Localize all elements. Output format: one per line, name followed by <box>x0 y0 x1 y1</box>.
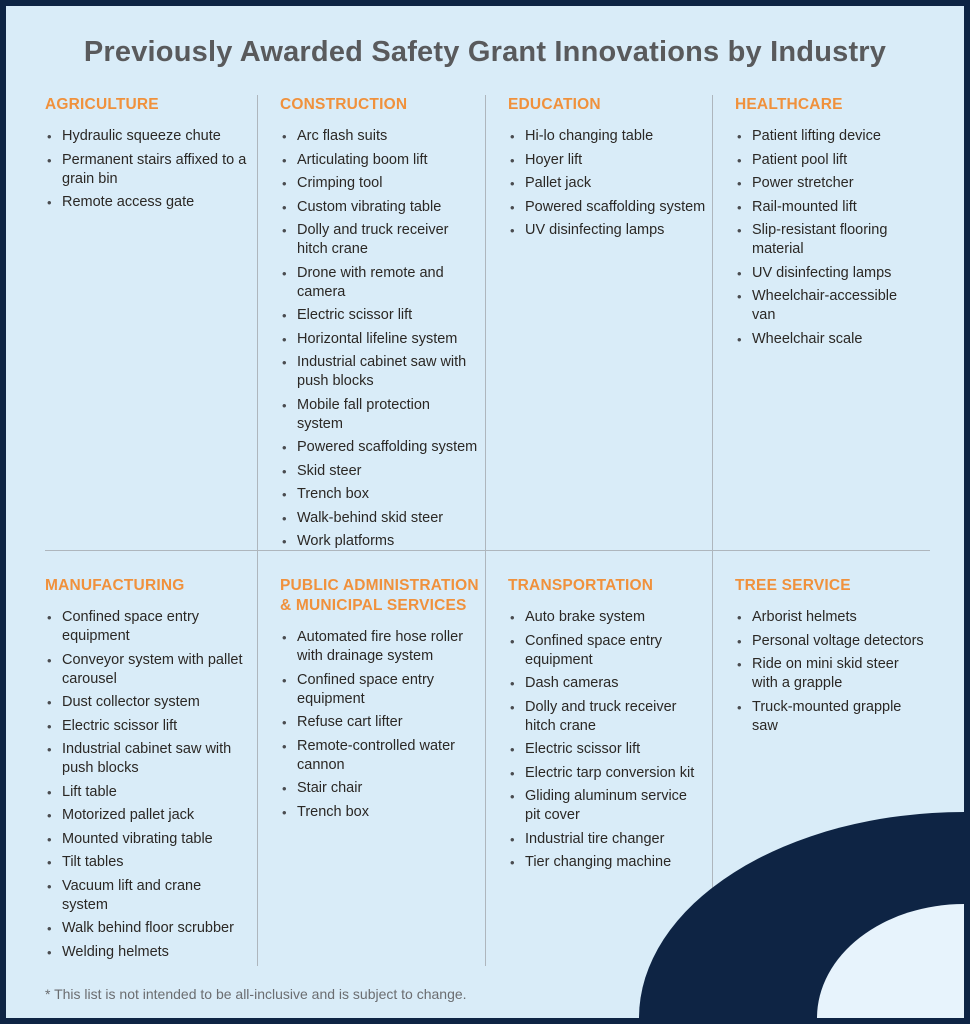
section-heading: PUBLIC ADMINISTRATION & MUNICIPAL SERVIC… <box>280 577 479 614</box>
grant-item: Tier changing machine <box>508 853 706 872</box>
grant-item: Pallet jack <box>508 174 706 193</box>
grant-item: Mobile fall protection system <box>280 396 479 434</box>
grant-item: Patient lifting device <box>735 127 924 146</box>
grant-item: Trench box <box>280 485 479 504</box>
grant-item: Remote access gate <box>45 193 251 212</box>
grant-item: Refuse cart lifter <box>280 713 479 732</box>
section-education: EDUCATION Hi-lo changing table Hoyer lift… <box>486 95 713 551</box>
grant-item: Auto brake system <box>508 608 706 627</box>
grant-item: Personal voltage detectors <box>735 632 924 651</box>
grant-item: Drone with remote and camera <box>280 264 479 302</box>
industry-sections-grid: AGRICULTURE Hydraulic squeeze chute Perma… <box>45 95 964 966</box>
section-heading: AGRICULTURE <box>45 96 159 113</box>
grant-item: Dolly and truck receiver hitch crane <box>280 221 479 259</box>
page-title: Previously Awarded Safety Grant Innovati… <box>83 36 887 68</box>
grant-item: Hydraulic squeeze chute <box>45 127 251 146</box>
grant-item: Arc flash suits <box>280 127 479 146</box>
grant-item: Mounted vibrating table <box>45 830 251 849</box>
grant-item: Walk behind floor scrubber <box>45 919 251 938</box>
grant-item: Electric scissor lift <box>280 306 479 325</box>
grant-item: Stair chair <box>280 779 479 798</box>
grant-item: Dash cameras <box>508 674 706 693</box>
grant-item: Tilt tables <box>45 853 251 872</box>
grant-item: Powered scaffolding system <box>508 198 706 217</box>
grant-items-list: Arborist helmets Personal voltage detecto… <box>735 608 924 736</box>
section-public-administration: PUBLIC ADMINISTRATION & MUNICIPAL SERVIC… <box>258 551 486 966</box>
grant-item: Arborist helmets <box>735 608 924 627</box>
grant-item: Patient pool lift <box>735 151 924 170</box>
section-healthcare: HEALTHCARE Patient lifting devicePatient… <box>713 95 930 551</box>
grant-item: Wheelchair-accessible van <box>735 287 924 325</box>
grant-item: Dolly and truck receiver hitch crane <box>508 698 706 736</box>
section-transportation: TRANSPORTATION Auto brake system Confined… <box>486 551 713 966</box>
grant-item: Crimping tool <box>280 174 479 193</box>
grant-item: Hi-lo changing table <box>508 127 706 146</box>
grant-item: UV disinfecting lamps <box>508 221 706 240</box>
grant-item: Electric scissor lift <box>45 717 251 736</box>
section-tree-service: TREE SERVICE Arborist helmets Personal vo… <box>713 551 930 966</box>
grant-item: Wheelchair scale <box>735 330 924 349</box>
grant-item: Vacuum lift and crane system <box>45 877 251 915</box>
grant-item: Custom vibrating table <box>280 198 479 217</box>
grant-item: Gliding aluminum service pit cover <box>508 787 706 825</box>
section-manufacturing: MANUFACTURING Confined space entry equip… <box>45 551 258 966</box>
grant-item: Walk-behind skid steer <box>280 509 479 528</box>
grant-item: Power stretcher <box>735 174 924 193</box>
grant-item: Hoyer lift <box>508 151 706 170</box>
grant-items-list: Arc flash suits Articulating boom lift Cri… <box>280 127 479 551</box>
grant-items-list: Hi-lo changing table Hoyer lift Pallet jac… <box>508 127 706 240</box>
grant-item: Conveyor system with pallet carousel <box>45 651 251 689</box>
grant-items-list: Confined space entry equipment Conveyor s… <box>45 608 251 962</box>
grant-item: Horizontal lifeline system <box>280 330 479 349</box>
section-agriculture: AGRICULTURE Hydraulic squeeze chute Perma… <box>45 95 258 551</box>
grant-item: Motorized pallet jack <box>45 806 251 825</box>
grant-item: Skid steer <box>280 462 479 481</box>
section-construction: CONSTRUCTION Arc flash suits Articulating… <box>258 95 486 551</box>
grant-item: Confined space entry equipment <box>45 608 251 646</box>
grant-item: Slip-resistant flooring material <box>735 221 924 259</box>
section-heading: HEALTHCARE <box>735 96 843 113</box>
section-heading: TREE SERVICE <box>735 577 851 594</box>
grant-item: Rail-mounted lift <box>735 198 924 217</box>
grant-item: Powered scaffolding system <box>280 438 479 457</box>
grant-item: UV disinfecting lamps <box>735 264 924 283</box>
grant-item: Remote-controlled water cannon <box>280 737 479 775</box>
grant-item: Industrial tire changer <box>508 830 706 849</box>
footnote: * This list is not intended to be all-in… <box>45 986 467 1002</box>
grant-item: Lift table <box>45 783 251 802</box>
grant-item: Ride on mini skid steer with a grapple <box>735 655 924 693</box>
grant-item: Dust collector system <box>45 693 251 712</box>
grant-item: Welding helmets <box>45 943 251 962</box>
grant-item: Electric tarp conversion kit <box>508 764 706 783</box>
grant-item: Confined space entry equipment <box>508 632 706 670</box>
grant-item: Articulating boom lift <box>280 151 479 170</box>
grant-item: Truck-mounted grapple saw <box>735 698 924 736</box>
grant-items-list: Auto brake system Confined space entry eq… <box>508 608 706 872</box>
grant-items-list: Hydraulic squeeze chute Permanent stairs … <box>45 127 251 212</box>
grant-item: Confined space entry equipment <box>280 671 479 709</box>
section-heading: TRANSPORTATION <box>508 577 654 594</box>
grant-item: Permanent stairs affixed to a grain bin <box>45 151 251 189</box>
grant-item: Industrial cabinet saw with push blocks <box>45 740 251 778</box>
grant-item: Automated fire hose roller with drainage… <box>280 628 479 666</box>
section-heading: CONSTRUCTION <box>280 96 408 113</box>
section-heading: MANUFACTURING <box>45 577 185 594</box>
grant-item: Electric scissor lift <box>508 740 706 759</box>
grant-items-list: Patient lifting device Patient pool lift P… <box>735 127 924 349</box>
grant-items-list: Automated fire hose roller with drainage… <box>280 628 479 822</box>
grant-item: Industrial cabinet saw with push blocks <box>280 353 479 391</box>
section-heading: EDUCATION <box>508 96 601 113</box>
grant-item: Work platforms <box>280 532 479 551</box>
grant-item: Trench box <box>280 803 479 822</box>
